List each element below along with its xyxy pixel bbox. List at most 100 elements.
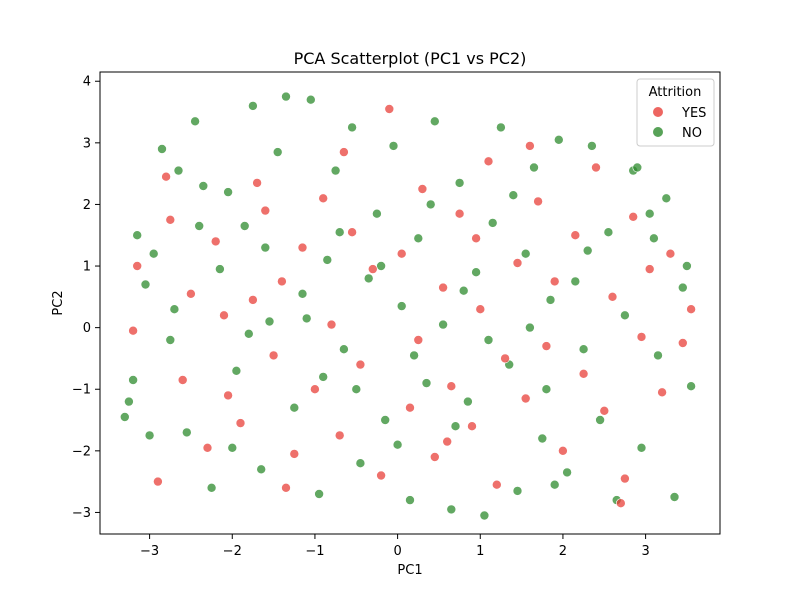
point-yes-1 bbox=[153, 476, 163, 487]
y-tick-label--3: −3 bbox=[72, 506, 91, 521]
legend-marker-no bbox=[653, 127, 663, 137]
point-no-18 bbox=[256, 464, 267, 475]
point-yes-27 bbox=[413, 335, 424, 345]
point-no-37 bbox=[413, 233, 424, 244]
point-no-25 bbox=[314, 489, 324, 499]
point-yes-54 bbox=[665, 248, 676, 259]
point-yes-35 bbox=[483, 156, 494, 167]
point-no-2 bbox=[128, 375, 138, 385]
point-no-36 bbox=[405, 495, 415, 505]
point-yes-62 bbox=[615, 498, 626, 509]
point-yes-46 bbox=[591, 162, 601, 173]
point-no-26 bbox=[322, 255, 333, 265]
point-no-1 bbox=[124, 396, 134, 407]
point-no-80 bbox=[582, 245, 593, 256]
point-no-33 bbox=[380, 415, 391, 425]
point-no-10 bbox=[190, 116, 200, 127]
x-axis-label: PC1 bbox=[397, 563, 422, 578]
point-yes-25 bbox=[396, 248, 407, 259]
point-yes-28 bbox=[417, 184, 428, 194]
legend-label-no: NO bbox=[682, 126, 702, 141]
point-no-60 bbox=[603, 227, 614, 237]
point-no-91 bbox=[144, 430, 155, 441]
point-no-14 bbox=[223, 187, 233, 197]
x-tick-label--3: −3 bbox=[140, 544, 159, 559]
point-yes-31 bbox=[446, 381, 457, 392]
point-no-3 bbox=[132, 230, 142, 240]
point-yes-12 bbox=[268, 350, 279, 361]
point-no-66 bbox=[653, 350, 663, 361]
point-no-29 bbox=[347, 122, 357, 133]
point-no-86 bbox=[632, 162, 643, 173]
point-yes-57 bbox=[128, 325, 138, 336]
point-yes-11 bbox=[260, 205, 271, 216]
point-yes-50 bbox=[628, 212, 639, 222]
point-no-76 bbox=[376, 261, 386, 271]
point-no-89 bbox=[244, 328, 254, 339]
point-yes-64 bbox=[471, 233, 481, 244]
point-yes-63 bbox=[223, 390, 233, 401]
point-yes-36 bbox=[491, 479, 502, 490]
point-yes-29 bbox=[429, 452, 440, 462]
point-no-94 bbox=[450, 421, 461, 432]
point-no-15 bbox=[231, 365, 242, 376]
point-no-28 bbox=[339, 344, 349, 355]
point-no-0 bbox=[120, 412, 130, 422]
plot-frame bbox=[99, 71, 721, 535]
y-axis: −3 −2 −1 0 1 2 3 4 bbox=[72, 75, 100, 521]
point-no-82 bbox=[392, 439, 403, 450]
point-yes-53 bbox=[657, 387, 667, 398]
point-no-72 bbox=[169, 304, 180, 315]
point-yes-61 bbox=[525, 141, 535, 151]
point-yes-39 bbox=[520, 393, 531, 404]
point-no-44 bbox=[471, 267, 481, 278]
point-no-67 bbox=[661, 193, 672, 204]
y-tick-label--2: −2 bbox=[72, 444, 91, 459]
point-no-17 bbox=[248, 101, 258, 111]
point-yes-49 bbox=[620, 473, 630, 484]
legend-label-yes: YES bbox=[681, 106, 706, 121]
point-yes-60 bbox=[339, 147, 349, 157]
legend: Attrition YES NO bbox=[636, 78, 715, 147]
point-yes-34 bbox=[475, 304, 486, 315]
point-no-31 bbox=[363, 273, 374, 284]
point-yes-38 bbox=[512, 258, 523, 268]
point-no-85 bbox=[351, 384, 362, 395]
point-yes-24 bbox=[384, 104, 395, 114]
point-no-41 bbox=[446, 504, 457, 515]
point-no-30 bbox=[355, 458, 366, 469]
point-yes-40 bbox=[533, 196, 543, 207]
point-no-5 bbox=[148, 248, 159, 259]
x-tick-label-0: 0 bbox=[393, 544, 401, 559]
point-no-68 bbox=[669, 492, 680, 502]
point-no-9 bbox=[182, 427, 192, 438]
point-yes-5 bbox=[186, 288, 196, 299]
point-yes-43 bbox=[558, 445, 568, 456]
point-yes-48 bbox=[607, 291, 618, 302]
point-no-51 bbox=[529, 162, 539, 173]
point-no-70 bbox=[682, 261, 692, 271]
point-no-40 bbox=[438, 319, 448, 330]
y-tick-label-0: 0 bbox=[83, 321, 91, 336]
point-no-47 bbox=[496, 122, 506, 133]
point-yes-19 bbox=[334, 430, 345, 441]
point-no-57 bbox=[578, 344, 589, 355]
x-tick-label-3: 3 bbox=[641, 544, 649, 559]
point-yes-22 bbox=[367, 264, 378, 274]
point-yes-6 bbox=[202, 442, 213, 453]
point-no-11 bbox=[198, 181, 209, 191]
point-no-12 bbox=[206, 482, 217, 493]
point-no-92 bbox=[649, 233, 659, 244]
point-no-62 bbox=[620, 310, 630, 321]
point-yes-51 bbox=[636, 332, 647, 342]
point-yes-18 bbox=[326, 319, 337, 330]
point-yes-47 bbox=[599, 405, 610, 416]
point-yes-42 bbox=[549, 276, 560, 287]
y-tick-label--1: −1 bbox=[72, 383, 91, 398]
point-yes-4 bbox=[177, 375, 188, 385]
point-no-42 bbox=[454, 178, 465, 188]
point-no-46 bbox=[487, 218, 498, 228]
y-tick-label-2: 2 bbox=[83, 198, 91, 213]
point-yes-41 bbox=[541, 341, 552, 351]
point-yes-2 bbox=[161, 171, 171, 182]
